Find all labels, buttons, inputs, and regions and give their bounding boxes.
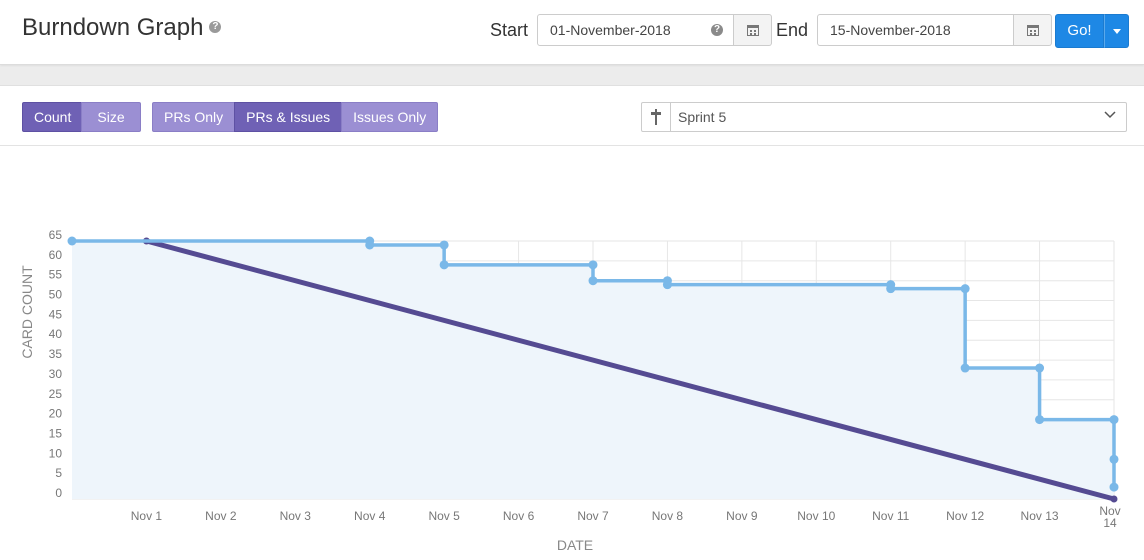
sprint-select[interactable]: Sprint 5 — [641, 102, 1127, 132]
y-tick-label: 15 — [49, 426, 63, 440]
y-tick-label: 0 — [55, 486, 62, 500]
x-tick-label: Nov 12 — [946, 509, 984, 523]
y-axis-label: CARD COUNT — [19, 265, 35, 359]
actual-point — [886, 284, 896, 294]
calendar-icon — [747, 25, 759, 36]
x-axis-label: DATE — [557, 537, 593, 553]
actual-area — [72, 241, 1114, 499]
x-tick-label: Nov 9 — [726, 509, 758, 523]
x-tick-label: Nov 10 — [797, 509, 835, 523]
page-title: Burndown Graph? — [22, 14, 222, 42]
start-label: Start — [490, 20, 529, 40]
x-tick-label: Nov 1 — [131, 509, 163, 523]
actual-point — [1109, 454, 1119, 464]
x-tick-label: Nov 2 — [205, 509, 237, 523]
top-bar: Burndown Graph? Start 01-November-2018 ?… — [0, 0, 1144, 65]
chevron-down-icon — [1104, 111, 1116, 119]
count-button[interactable]: Count — [22, 102, 82, 132]
y-tick-label: 25 — [49, 387, 63, 401]
actual-line — [72, 239, 1116, 488]
y-tick-label: 20 — [49, 407, 63, 421]
metric-toggle-group: Count Size — [22, 102, 141, 132]
actual-point — [960, 363, 970, 373]
actual-point — [365, 240, 375, 250]
filter-toggle-group: PRs Only PRs & Issues Issues Only — [152, 102, 439, 132]
x-tick-label: Nov 14 — [1099, 504, 1120, 530]
start-date-input[interactable]: 01-November-2018 ? — [537, 14, 734, 46]
x-tick-label: Nov 4 — [354, 509, 386, 523]
calendar-icon — [1027, 25, 1039, 36]
actual-point — [588, 260, 598, 270]
prs-and-issues-button[interactable]: PRs & Issues — [234, 102, 343, 132]
x-tick-label: Nov 3 — [280, 509, 312, 523]
actual-point — [1035, 363, 1045, 373]
actual-point — [1109, 482, 1119, 492]
y-tick-label: 65 — [49, 228, 63, 242]
x-tick-label: Nov 13 — [1021, 509, 1059, 523]
ideal-line — [143, 238, 1117, 502]
end-label: End — [776, 20, 809, 40]
y-tick-label: 5 — [55, 466, 62, 480]
actual-point — [1109, 415, 1119, 425]
panel-toolbar: Count Size PRs Only PRs & Issues Issues … — [0, 86, 1144, 146]
end-calendar-button[interactable] — [1014, 14, 1052, 46]
actual-point — [960, 284, 970, 294]
issues-only-button[interactable]: Issues Only — [341, 102, 439, 132]
actual-point — [439, 260, 449, 270]
sprint-select-value: Sprint 5 — [678, 109, 727, 125]
ideal-point — [1110, 495, 1118, 503]
y-tick-label: 40 — [49, 327, 63, 341]
end-date-input[interactable]: 15-November-2018 — [817, 14, 1014, 46]
actual-point — [67, 236, 77, 246]
y-tick-label: 35 — [49, 347, 63, 361]
actual-point — [439, 240, 449, 250]
x-tick-label: Nov 11 — [872, 509, 909, 523]
end-date-value: 15-November-2018 — [830, 22, 951, 38]
actual-point — [588, 276, 598, 286]
burndown-panel: Count Size PRs Only PRs & Issues Issues … — [0, 85, 1144, 560]
y-tick-label: 10 — [49, 446, 63, 460]
help-icon[interactable]: ? — [209, 20, 222, 33]
signpost-icon — [651, 109, 661, 125]
prs-only-button[interactable]: PRs Only — [152, 102, 236, 132]
go-dropdown-caret-icon[interactable] — [1104, 14, 1129, 48]
y-tick-label: 50 — [49, 288, 63, 302]
go-button[interactable]: Go! — [1055, 14, 1104, 48]
x-tick-label: Nov 7 — [577, 509, 609, 523]
y-tick-label: 30 — [49, 367, 63, 381]
y-tick-label: 45 — [49, 307, 63, 321]
sprint-icon-box — [642, 103, 671, 131]
actual-point — [662, 280, 672, 290]
start-calendar-button[interactable] — [734, 14, 772, 46]
actual-point — [1035, 415, 1045, 425]
y-tick-label: 55 — [49, 268, 63, 282]
y-tick-label: 60 — [49, 248, 63, 262]
x-tick-label: Nov 6 — [503, 509, 535, 523]
x-tick-label: Nov 5 — [428, 509, 460, 523]
start-date-value: 01-November-2018 — [550, 22, 671, 38]
size-button[interactable]: Size — [81, 102, 141, 132]
date-help-icon[interactable]: ? — [711, 24, 723, 36]
burndown-chart: 0 5 10 15 20 25 30 35 40 45 50 55 60 65 Nov 1 Nov 2 Nov… — [19, 228, 1121, 553]
x-tick-label: Nov 8 — [652, 509, 684, 523]
page-title-text: Burndown Graph — [22, 14, 204, 41]
